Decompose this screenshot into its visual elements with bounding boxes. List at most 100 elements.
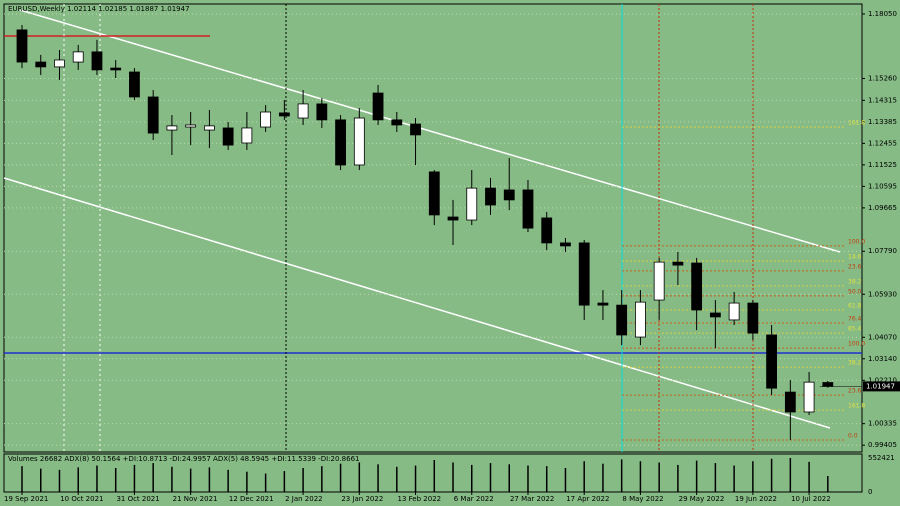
candle-body	[803, 381, 815, 413]
fib-label: 14.6	[848, 253, 862, 260]
x-tick-label: 19 Jun 2022	[735, 495, 777, 503]
candle-body	[766, 334, 777, 389]
x-tick-label: 10 Oct 2021	[60, 495, 103, 503]
volume-tick-label: 552421	[868, 454, 895, 462]
x-tick-label: 23 Jan 2022	[341, 495, 383, 503]
candle-body	[522, 189, 534, 229]
candle-body	[185, 124, 197, 128]
candle-body	[503, 189, 515, 201]
fib-label: 161.8	[848, 120, 865, 127]
current-price-label: 1.01947	[866, 382, 895, 390]
candle-body	[822, 382, 834, 387]
indicator-frame	[3, 453, 863, 493]
candle-body	[91, 51, 103, 71]
fib-label: 100.0	[848, 238, 865, 245]
candle-body	[410, 123, 421, 136]
candle-body	[335, 119, 346, 166]
fib-label: 61.8	[848, 302, 862, 309]
fib-label: 23.6	[848, 263, 862, 270]
candle-body	[691, 262, 703, 311]
candle-body	[260, 111, 272, 128]
candle-body	[578, 242, 590, 306]
candle-body	[147, 96, 159, 134]
y-tick-label: 1.14315	[868, 96, 897, 104]
volume-tick-label: 0	[868, 488, 872, 496]
indicator-title: Volumes 26682 ADX(8) 50.1564 +DI:10.8713…	[8, 455, 359, 463]
candle-body	[203, 125, 215, 131]
candle-body	[560, 242, 571, 247]
candle-body	[241, 127, 253, 144]
x-tick-label: 13 Feb 2022	[398, 495, 442, 503]
candle-body	[222, 127, 234, 146]
y-tick-label: 1.10595	[868, 182, 897, 190]
y-tick-label: 1.11525	[868, 161, 897, 169]
candle-body	[653, 261, 665, 301]
candle-body	[616, 304, 628, 336]
candle-body	[635, 301, 646, 338]
x-tick-label: 17 Apr 2022	[566, 495, 609, 503]
candle-body	[391, 119, 403, 126]
y-tick-label: 1.15260	[868, 74, 897, 82]
trendline	[3, 177, 831, 429]
candle-body	[316, 103, 328, 121]
y-tick-label: 1.18050	[868, 10, 897, 18]
fib-label: 23.6	[848, 388, 862, 395]
decorations	[3, 4, 862, 452]
y-tick-label: 1.03140	[868, 355, 897, 363]
x-tick-label: 6 Mar 2022	[454, 495, 494, 503]
fib-label: 0.0	[848, 432, 858, 439]
x-tick-label: 10 Jul 2022	[791, 495, 831, 503]
fib-label: 100.0	[848, 341, 865, 348]
candle-body	[597, 302, 609, 306]
y-tick-label: 1.12455	[868, 139, 897, 147]
x-tick-label: 2 Jan 2022	[285, 495, 323, 503]
candle-body	[541, 217, 553, 244]
candle-body	[709, 312, 721, 318]
candle-body	[485, 187, 496, 206]
candle-body	[72, 51, 84, 63]
x-tick-label: 19 Sep 2021	[4, 495, 48, 503]
candle-body	[54, 59, 65, 68]
y-tick-label: 1.02210	[868, 376, 897, 384]
candle-body	[466, 187, 478, 221]
y-tick-label: 1.05930	[868, 290, 897, 298]
y-tick-label: 1.09665	[868, 204, 897, 212]
candle-body	[35, 61, 47, 68]
x-tick-label: 29 May 2022	[679, 495, 725, 503]
candle-body	[372, 92, 384, 121]
candle-body	[447, 216, 459, 221]
x-tick-label: 8 May 2022	[622, 495, 663, 503]
y-tick-label: 1.07790	[868, 247, 897, 255]
x-tick-label: 21 Nov 2021	[173, 495, 218, 503]
trendline	[19, 9, 841, 253]
candle-body	[728, 302, 740, 321]
candle-body	[110, 67, 122, 71]
fib-label: 38.2	[848, 278, 862, 285]
candle-body	[129, 71, 140, 98]
x-tick-label: 27 Mar 2022	[510, 495, 554, 503]
y-tick-label: 1.13385	[868, 118, 897, 126]
candle-body	[747, 302, 759, 334]
candle-body	[166, 125, 178, 131]
fib-label: 161.8	[848, 403, 865, 410]
chart-title: EURUSD,Weekly 1.02114 1.02185 1.01887 1.…	[8, 5, 190, 13]
y-tick-label: 0.99405	[868, 441, 897, 449]
candle-body	[428, 171, 440, 216]
x-tick-label: 31 Oct 2021	[116, 495, 159, 503]
candle-body	[297, 103, 309, 119]
fib-label: 76.4	[848, 315, 862, 322]
fib-label: 85.4	[848, 326, 862, 333]
plot-frame	[3, 3, 863, 453]
fib-label: 38.2	[848, 360, 862, 367]
y-tick-label: 1.04070	[868, 333, 897, 341]
fib-label: 50.0	[848, 288, 862, 295]
candle-body	[16, 29, 28, 63]
candle-body	[278, 112, 290, 117]
current-price-box	[863, 381, 900, 392]
candle-body	[353, 117, 365, 166]
candle-body	[784, 391, 796, 413]
y-tick-label: 1.00335	[868, 420, 897, 428]
